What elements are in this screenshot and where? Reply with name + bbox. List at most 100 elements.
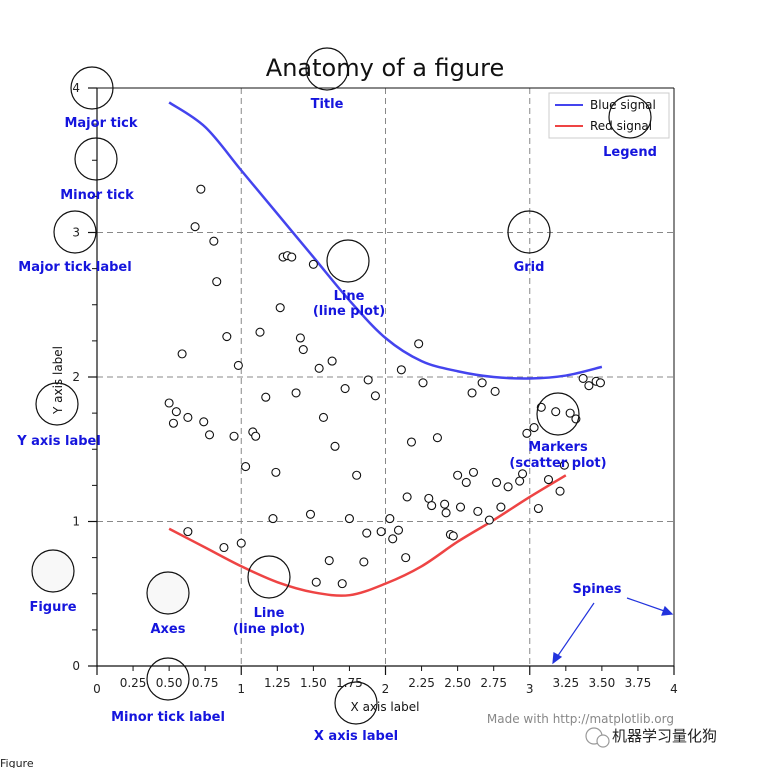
scatter-marker xyxy=(414,339,424,349)
scatter-marker xyxy=(555,486,565,496)
wechat-account-name: 机器学习量化狗 xyxy=(612,727,717,745)
spines-arrowhead-down xyxy=(552,652,563,665)
x-minor-tick-label: 2.75 xyxy=(480,676,507,690)
scatter-marker xyxy=(402,492,412,502)
scatter-marker xyxy=(344,514,354,524)
legend-label-blue: Blue signal xyxy=(590,98,656,112)
major-tick-callout: Major tick xyxy=(64,116,137,131)
scatter-marker xyxy=(305,509,316,519)
scatter-marker xyxy=(190,222,200,232)
scatter-marker xyxy=(427,501,437,511)
x-axis-label-callout: X axis label xyxy=(314,729,398,744)
scatter-marker xyxy=(209,236,219,246)
y-axis-label-callout-circle xyxy=(35,382,79,426)
x-minor-tick-label: 2.25 xyxy=(408,676,435,690)
scatter-marker xyxy=(401,553,411,563)
scatter-marker xyxy=(418,378,428,388)
x-minor-tick-label: 0.25 xyxy=(120,676,147,690)
scatter-marker xyxy=(219,542,229,553)
scatter-marker xyxy=(308,259,318,269)
x-minor-tick-label: 1.25 xyxy=(264,676,291,690)
minor-tick-label-callout-circle xyxy=(146,657,190,701)
x-major-tick-label: 1 xyxy=(237,682,245,696)
scatter-marker xyxy=(311,577,321,587)
scatter-marker xyxy=(453,470,463,480)
markers-callout-circle xyxy=(536,392,580,436)
scatter-marker xyxy=(496,502,506,512)
x-major-tick-label: 3 xyxy=(526,682,534,696)
y-axis-title: Y axis label xyxy=(51,346,65,415)
scatter-marker xyxy=(324,555,334,566)
x-major-tick-label: 2 xyxy=(382,682,390,696)
line-plot-1-callout-circle xyxy=(326,239,370,283)
major-tick-label-callout-circle xyxy=(53,210,97,254)
callout-labels: Major tick Minor tick Major tick label Y… xyxy=(16,97,657,744)
scatter-marker xyxy=(477,378,487,388)
x-minor-tick-label: 3.75 xyxy=(625,676,652,690)
scatter-marker xyxy=(595,378,605,388)
y-axis-label-callout: Y axis label xyxy=(16,434,101,449)
scatter-marker xyxy=(529,423,539,433)
scatter-marker xyxy=(177,349,187,359)
x-minor-tick-label: 0.75 xyxy=(192,676,219,690)
x-axis-label-callout-circle xyxy=(334,681,378,725)
scatter-marker xyxy=(298,344,308,355)
blue-signal-line xyxy=(168,101,603,380)
scatter-marker xyxy=(565,408,575,418)
scatter-marker xyxy=(255,327,265,337)
line-plot-2-callout-sub: (line plot) xyxy=(233,622,305,637)
scatter-marker xyxy=(183,527,193,537)
scatter-marker xyxy=(543,475,554,485)
axes-callout: Axes xyxy=(150,622,185,637)
scatter-marker xyxy=(271,467,281,477)
wechat-watermark: 机器学习量化狗 xyxy=(585,727,717,748)
spines-arrow-right xyxy=(626,597,671,614)
scatter-marker xyxy=(318,412,329,423)
ticks: 0 1 2 3 40.25 0.50 0.75 1.25 1.50 1.75 2.25 2.50 2.7… xyxy=(72,81,677,696)
scatter-marker xyxy=(261,392,271,402)
spines-arrowhead-right xyxy=(661,605,674,616)
scatter-marker xyxy=(359,557,369,567)
figure-callout-circle xyxy=(31,549,75,593)
x-major-tick-label: 4 xyxy=(670,682,678,696)
scatter-marker xyxy=(461,477,471,488)
scatter-marker xyxy=(337,579,347,589)
scatter-marker xyxy=(376,527,386,537)
scatter-marker xyxy=(196,184,206,194)
y-major-tick-label: 1 xyxy=(72,515,80,529)
scatter-marker xyxy=(473,506,483,516)
scatter-marker xyxy=(287,252,297,262)
spines-callout: Spines xyxy=(573,582,622,597)
scatter-marker xyxy=(522,428,532,438)
scatter-marker xyxy=(370,391,380,401)
minor-tick-label-callout: Minor tick label xyxy=(111,710,225,725)
grid-callout-circle xyxy=(507,210,551,254)
x-axis-title: X axis label xyxy=(351,700,420,714)
scatter-marker xyxy=(291,388,301,398)
scatter-marker xyxy=(455,502,466,512)
scatter-marker xyxy=(164,398,174,408)
scatter-marker xyxy=(440,499,450,509)
wechat-icon-small xyxy=(596,734,610,748)
minor-tick-callout-circle xyxy=(74,137,118,181)
scatter-marker xyxy=(236,538,246,548)
scatter-marker xyxy=(559,460,569,470)
scatter-marker xyxy=(229,431,239,441)
x-minor-tick-label: 3.50 xyxy=(589,676,616,690)
red-signal-line xyxy=(168,474,567,597)
grid-callout: Grid xyxy=(514,260,545,275)
major-tick-callout-circle xyxy=(70,66,114,110)
callout-circles xyxy=(31,47,652,725)
line-plot-1-callout-line: Line xyxy=(334,289,365,304)
scatter-marker xyxy=(352,470,362,480)
title-callout: Title xyxy=(311,97,344,112)
scatter-marker xyxy=(363,375,373,385)
markers-callout-line: Markers xyxy=(528,440,588,455)
scatter-marker xyxy=(551,407,561,417)
scatter-marker xyxy=(251,431,261,441)
scatter-marker xyxy=(467,388,477,398)
scatter-marker xyxy=(233,360,243,370)
scatter-marker xyxy=(171,407,181,417)
scatter-marker xyxy=(584,381,594,391)
